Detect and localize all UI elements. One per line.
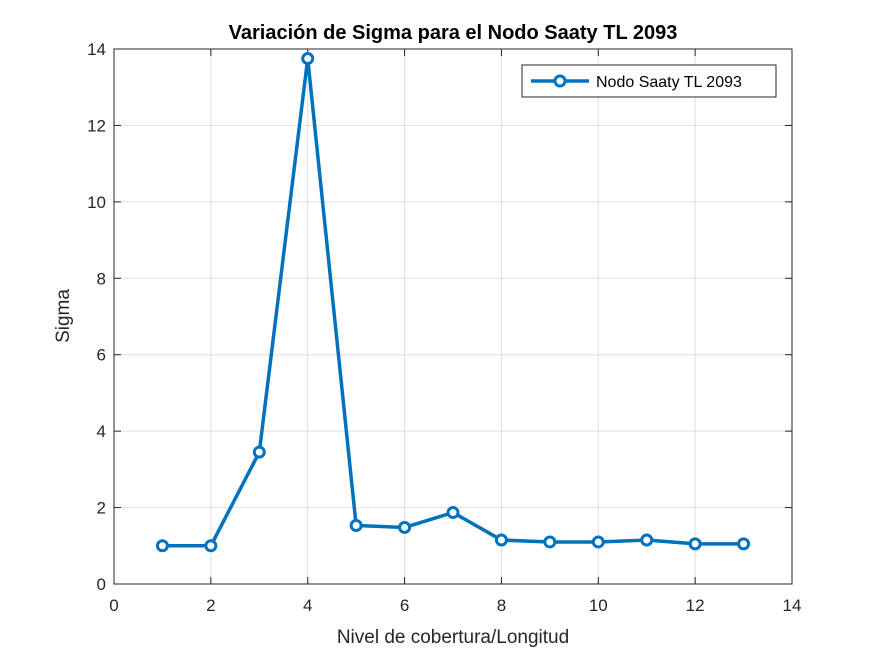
x-tick-label: 6 [400,596,409,615]
y-tick-label: 0 [97,575,106,594]
y-axis-label: Sigma [53,289,74,343]
legend: Nodo Saaty TL 2093 [521,64,777,98]
grid [113,48,793,585]
data-point [494,533,508,547]
data-series [155,52,751,553]
chart-title: Variación de Sigma para el Nodo Saaty TL… [229,22,678,44]
data-point [737,537,751,551]
data-point [301,52,315,66]
x-tick-label: 14 [783,596,802,615]
legend-marker-sample [553,74,567,88]
series-line [162,56,744,548]
y-tick-label: 4 [97,422,106,441]
data-point [640,533,654,547]
x-axis-label: Nivel de cobertura/Longitud [337,627,569,648]
data-point [591,535,605,549]
axis-ticks: 0 2 4 6 8 10 12 14 0 2 4 6 8 10 12 14 [87,40,801,615]
x-tick-label: 4 [303,596,312,615]
data-point [155,539,169,553]
data-point [204,539,218,553]
legend-label: Nodo Saaty TL 2093 [596,74,742,91]
x-tick-label: 2 [206,596,215,615]
y-tick-label: 6 [97,346,106,365]
x-tick-label: 12 [686,596,705,615]
data-point [688,537,702,551]
data-point [398,520,412,534]
x-tick-label: 10 [589,596,608,615]
y-tick-label: 8 [97,269,106,288]
plot-area-frame [113,48,793,585]
y-tick-label: 2 [97,499,106,518]
y-tick-label: 12 [87,116,106,135]
y-tick-label: 10 [87,193,106,212]
data-point [446,506,460,520]
data-point [252,445,266,459]
x-tick-label: 8 [497,596,506,615]
x-tick-label: 0 [109,596,118,615]
data-point [349,519,363,533]
data-point [543,535,557,549]
y-tick-label: 14 [87,40,106,59]
